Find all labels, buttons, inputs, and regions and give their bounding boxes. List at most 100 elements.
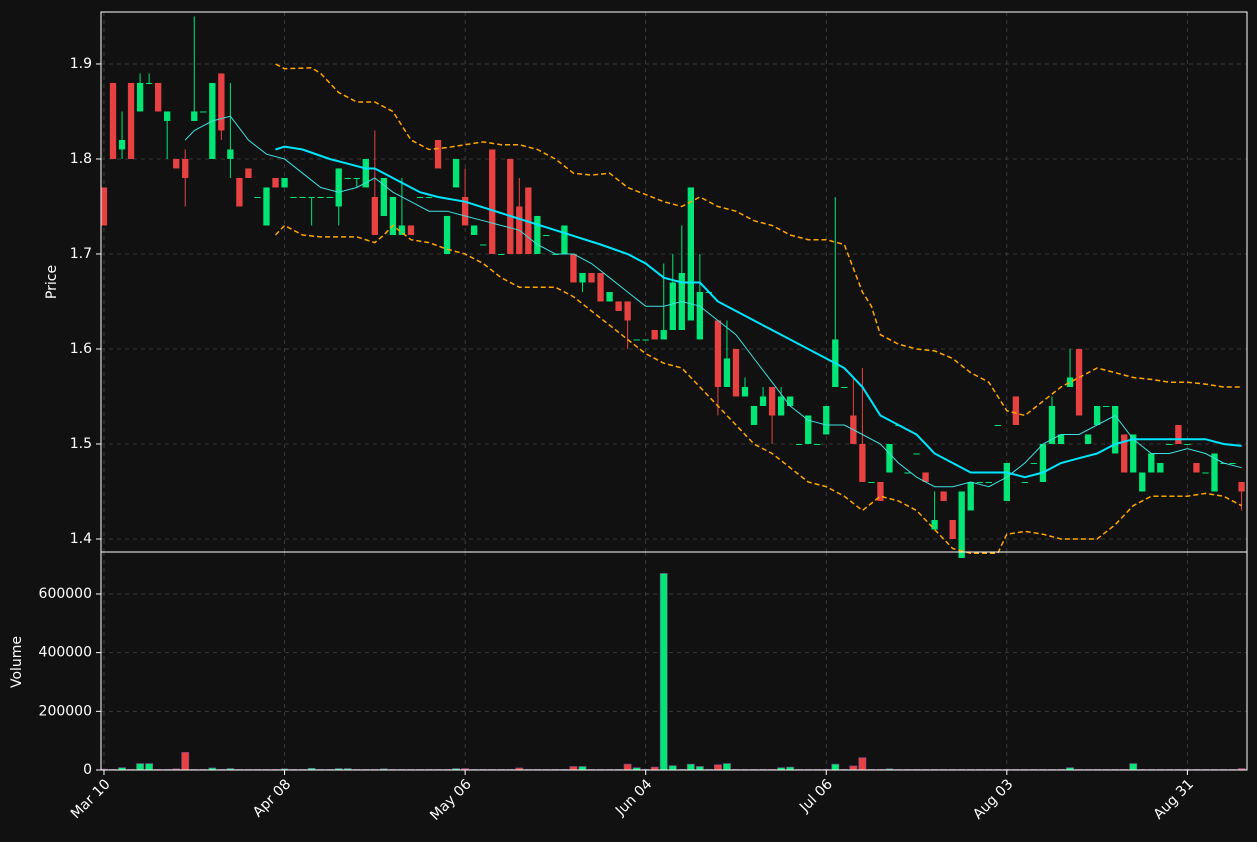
overlay-line	[274, 224, 1242, 554]
candle-body	[317, 196, 324, 198]
candle-body	[200, 111, 207, 113]
candle-body	[380, 177, 388, 216]
volume-bar	[136, 763, 145, 771]
candle-body	[886, 443, 893, 473]
candle-body	[371, 196, 378, 235]
candle-body	[759, 396, 767, 406]
overlay-line	[275, 63, 1242, 417]
volume-bar	[858, 757, 867, 771]
candle-body	[868, 481, 875, 483]
candle-body	[191, 111, 198, 121]
candle-body	[1066, 377, 1074, 387]
candle-body	[723, 358, 731, 387]
candle-body	[1139, 472, 1146, 492]
candle-body	[615, 301, 622, 311]
candle-body	[480, 244, 487, 246]
candle-body	[353, 177, 360, 179]
candle-body	[823, 405, 830, 435]
candle-body	[227, 149, 234, 159]
candle-body	[913, 453, 920, 455]
candle-body	[118, 139, 126, 150]
volume-tick-label: 200000	[39, 703, 92, 719]
candle-body	[922, 472, 929, 482]
candle-body	[786, 396, 794, 406]
candle-body	[263, 187, 270, 226]
volume-tick-label: 600000	[39, 586, 92, 602]
volume-bar	[668, 765, 677, 771]
candle-body	[344, 177, 351, 179]
candle-body	[507, 158, 514, 254]
candle-body	[624, 301, 631, 321]
volume-bar	[831, 763, 840, 771]
candle-body	[434, 139, 442, 169]
candle-body	[443, 215, 451, 254]
candle-body	[461, 196, 469, 226]
candle-body	[389, 196, 397, 235]
candle-body	[1021, 481, 1029, 483]
candle-body	[299, 196, 306, 198]
candle-body	[877, 481, 884, 501]
candle-body	[398, 225, 406, 235]
candle-body	[940, 491, 947, 501]
candle-body	[1048, 405, 1056, 444]
candle-body	[805, 415, 812, 444]
volume-bar	[145, 763, 154, 771]
overlay-line	[275, 145, 1242, 479]
candle-body	[1102, 405, 1110, 407]
candle-body	[750, 405, 758, 425]
candle-body	[570, 253, 577, 283]
volume-bar	[623, 763, 632, 771]
candle-body	[814, 443, 821, 445]
candle-body	[164, 111, 171, 121]
y-tick-label: 1.6	[70, 341, 92, 357]
candle-body	[470, 225, 478, 235]
candle-body	[714, 320, 722, 387]
candle-body	[100, 187, 108, 226]
candle-body	[561, 225, 568, 254]
candle-body	[1184, 443, 1191, 445]
candle-body	[1202, 472, 1209, 474]
volume-bar	[578, 766, 587, 771]
candle-body	[362, 158, 369, 188]
volume-bar	[569, 766, 578, 771]
volume-bar	[714, 764, 722, 771]
y-tick-label: 1.5	[70, 436, 92, 452]
volume-bar	[723, 763, 731, 771]
volume-bar	[181, 752, 190, 771]
candle-body	[1229, 462, 1236, 464]
volume-bar	[1129, 763, 1138, 771]
candle-body	[597, 272, 604, 302]
y-axis-label: Price	[44, 265, 60, 299]
candle-body	[182, 158, 189, 178]
candle-body	[416, 196, 424, 198]
volume-bar	[695, 766, 704, 771]
candle-body	[1157, 462, 1164, 473]
candle-body	[1148, 453, 1155, 473]
y-tick-label: 1.4	[70, 531, 92, 547]
volume-tick-label: 400000	[39, 645, 92, 661]
volume-axis-label: Volume	[9, 636, 25, 688]
candle-body	[154, 82, 162, 112]
candle-body	[696, 291, 704, 340]
candle-body	[1057, 434, 1065, 444]
candle-body	[588, 272, 595, 283]
candle-body	[136, 82, 144, 112]
candle-body	[543, 234, 550, 236]
candle-body	[949, 519, 956, 539]
candle-body	[290, 196, 297, 198]
overlay-line	[184, 115, 1242, 488]
candle-body	[1030, 462, 1038, 464]
candle-body	[741, 386, 749, 397]
candle-body	[859, 443, 866, 482]
candle-body	[841, 386, 848, 388]
candle-body	[1084, 434, 1092, 444]
candle-body	[1166, 443, 1173, 445]
candle-body	[1175, 424, 1182, 444]
candle-body	[642, 339, 649, 341]
candle-body	[335, 168, 342, 207]
candle-body	[967, 481, 974, 511]
candle-body	[254, 196, 261, 198]
candle-body	[407, 225, 415, 235]
candle-body	[1112, 405, 1119, 454]
